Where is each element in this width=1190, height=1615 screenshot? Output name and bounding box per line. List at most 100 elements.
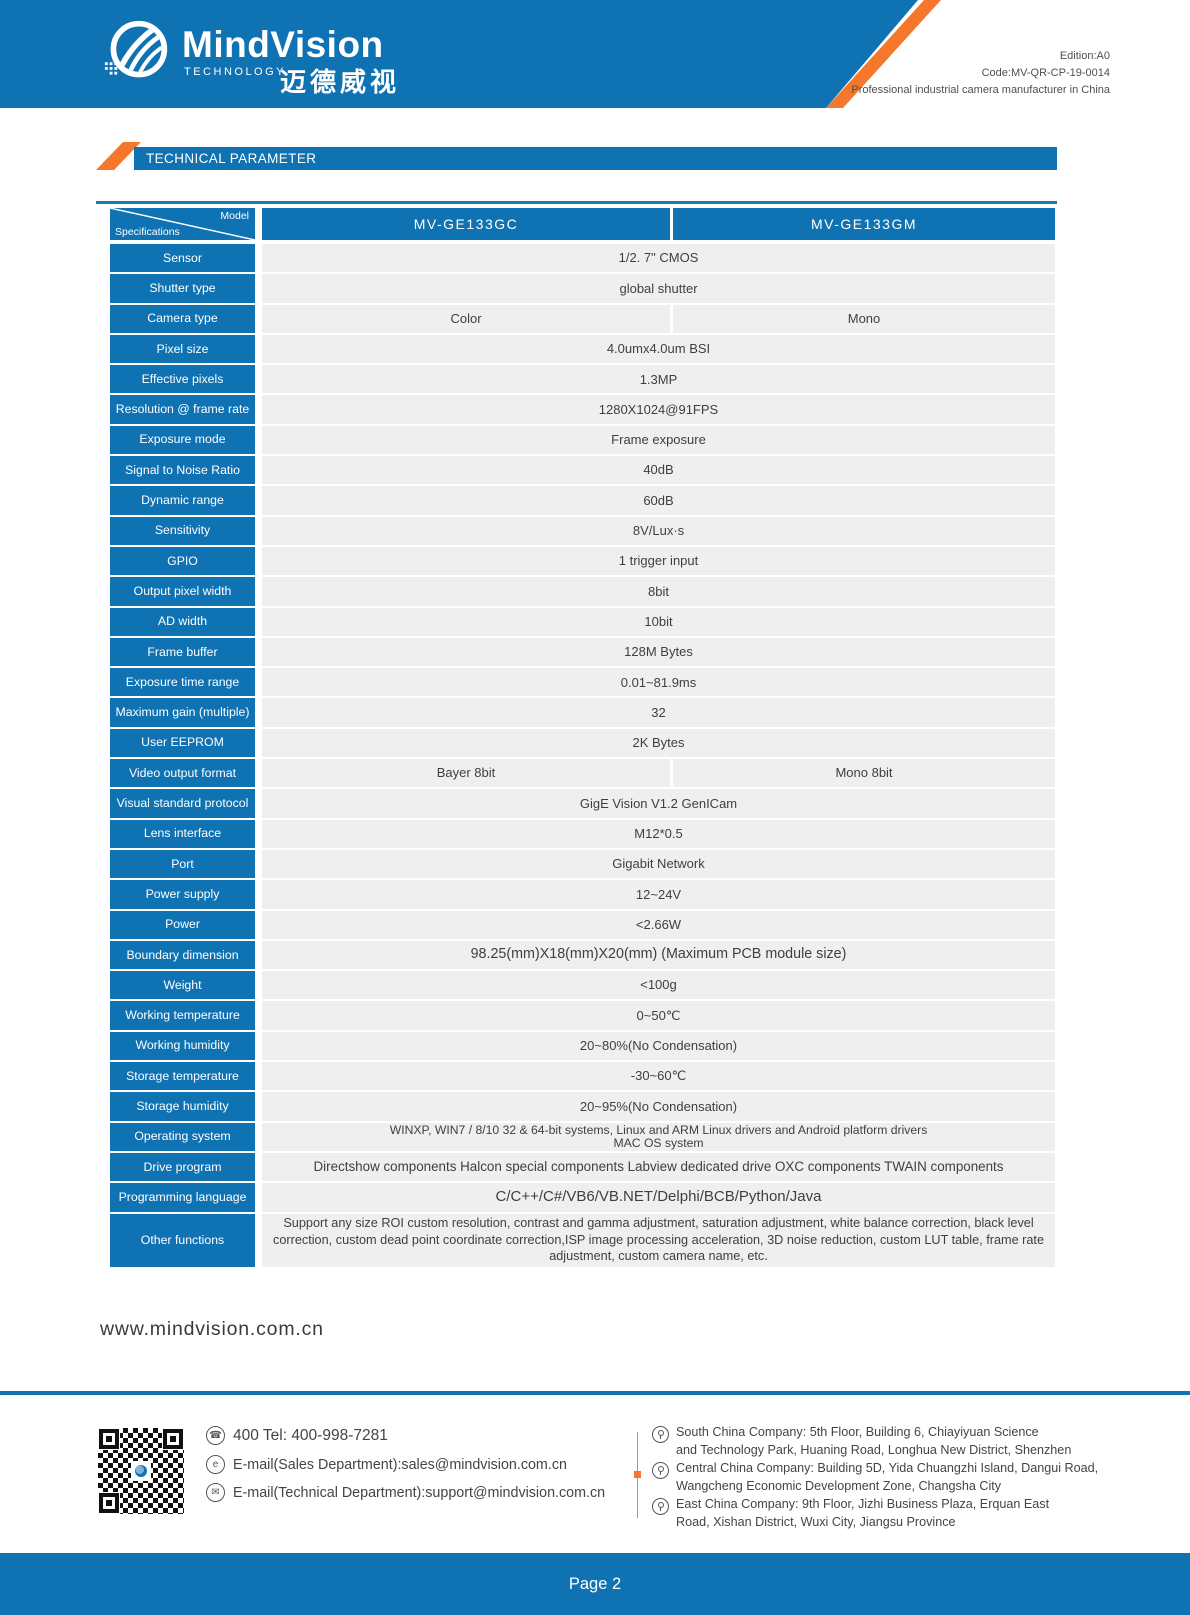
spec-row: Exposure mode Frame exposure <box>110 425 1055 455</box>
section-title: TECHNICAL PARAMETER <box>146 151 317 166</box>
spec-row-label: Port <box>110 849 255 879</box>
corner-cell: Model Specifications <box>110 208 255 240</box>
spec-row-label: Visual standard protocol <box>110 789 255 818</box>
spec-row-label: Operating system <box>110 1122 255 1151</box>
spec-row-value: C/C++/C#/VB6/VB.NET/Delphi/BCB/Python/Ja… <box>262 1183 1055 1212</box>
spec-row-value: 1280X1024@91FPS <box>262 395 1055 424</box>
spec-row: Pixel size 4.0umx4.0um BSI <box>110 334 1055 364</box>
spec-row-value: 1.3MP <box>262 365 1055 394</box>
spec-row-value: 8V/Lux·s <box>262 516 1055 545</box>
spec-row: Camera type Color Mono <box>110 304 1055 333</box>
spec-row: User EEPROM 2K Bytes <box>110 728 1055 758</box>
spec-row: Dynamic range 60dB <box>110 486 1055 515</box>
spec-row-value: 10bit <box>262 607 1055 636</box>
spec-row: Programming language C/C++/C#/VB6/VB.NET… <box>110 1183 1055 1212</box>
qr-finder-icon <box>98 1492 120 1514</box>
spec-row: Video output format Bayer 8bit Mono 8bit <box>110 759 1055 788</box>
spec-row-label: Programming language <box>110 1183 255 1212</box>
section-title-bar: TECHNICAL PARAMETER <box>134 147 1057 170</box>
spec-row-label: Boundary dimension <box>110 940 255 970</box>
spec-row: Power <2.66W <box>110 910 1055 939</box>
spec-row-label: Storage humidity <box>110 1092 255 1121</box>
contact-sales-email-text: E-mail(Sales Department):sales@mindvisio… <box>233 1456 567 1473</box>
spec-row-label: Maximum gain (multiple) <box>110 698 255 727</box>
address-list: South China Company: 5th Floor, Building… <box>652 1424 1112 1532</box>
contact-phone: ☎ 400 Tel: 400-998-7281 <box>206 1426 605 1445</box>
spec-row: Resolution @ frame rate 1280X1024@91FPS <box>110 395 1055 424</box>
address-item: Central China Company: Building 5D, Yida… <box>652 1460 1112 1495</box>
spec-row-value-right: Mono <box>673 304 1055 333</box>
spec-row-label: GPIO <box>110 546 255 576</box>
model-column-header: MV-GE133GM <box>673 208 1055 240</box>
spec-row-label: Exposure time range <box>110 668 255 697</box>
model-column-header: MV-GE133GC <box>262 208 670 240</box>
spec-row-label: Dynamic range <box>110 486 255 515</box>
spec-row-label: AD width <box>110 607 255 636</box>
spec-row: Other functions Support any size ROI cus… <box>110 1213 1055 1267</box>
address-item: South China Company: 5th Floor, Building… <box>652 1424 1112 1459</box>
spec-row-value: 0.01~81.9ms <box>262 668 1055 697</box>
brand-logo-icon <box>104 20 168 78</box>
spec-row-label: Exposure mode <box>110 425 255 455</box>
phone-icon: ☎ <box>206 1426 225 1445</box>
spec-row-value: 0~50℃ <box>262 1001 1055 1030</box>
spec-row-value-left: Bayer 8bit <box>262 759 670 788</box>
location-pin-icon <box>652 1498 669 1515</box>
spec-row-label: Video output format <box>110 759 255 788</box>
brand-subtitle: TECHNOLOGY <box>184 66 287 78</box>
spec-row-value: <2.66W <box>262 910 1055 939</box>
spec-row: Sensor 1/2. 7" CMOS <box>110 244 1055 273</box>
spec-row-label: Resolution @ frame rate <box>110 395 255 424</box>
email-icon: e <box>206 1455 225 1474</box>
qr-center-logo <box>131 1461 151 1481</box>
spec-row-label: User EEPROM <box>110 728 255 758</box>
contact-list: ☎ 400 Tel: 400-998-7281 e E-mail(Sales D… <box>206 1426 605 1511</box>
contact-support-email: ✉ E-mail(Technical Department):support@m… <box>206 1483 605 1502</box>
corner-model-label: Model <box>220 210 249 222</box>
brand-logo: MindVision TECHNOLOGY 迈德威视 <box>104 18 512 98</box>
brand-chinese-name: 迈德威视 <box>280 67 401 97</box>
spec-row-label: Weight <box>110 971 255 1000</box>
spec-row-value: 32 <box>262 698 1055 727</box>
spec-row-label: Sensor <box>110 244 255 273</box>
spec-table: Model Specifications MV-GE133GC MV-GE133… <box>110 208 1055 1269</box>
spec-row-label: Camera type <box>110 304 255 333</box>
spec-row: Working temperature 0~50℃ <box>110 1001 1055 1030</box>
address-text: Central China Company: Building 5D, Yida… <box>676 1461 1099 1493</box>
spec-row: Boundary dimension 98.25(mm)X18(mm)X20(m… <box>110 940 1055 970</box>
spec-row-label: Frame buffer <box>110 637 255 667</box>
spec-row: Working humidity 20~80%(No Condensation) <box>110 1031 1055 1061</box>
spec-row-value: 4.0umx4.0um BSI <box>262 334 1055 364</box>
spec-row-value: Gigabit Network <box>262 849 1055 879</box>
spec-row-label: Power supply <box>110 880 255 909</box>
spec-row: Output pixel width 8bit <box>110 577 1055 606</box>
brand-name: MindVision <box>182 24 384 65</box>
code-text: Code:MV-QR-CP-19-0014 <box>981 67 1110 79</box>
spec-row-value: 40dB <box>262 456 1055 485</box>
contact-support-email-text: E-mail(Technical Department):support@min… <box>233 1484 606 1501</box>
tagline-text: Professional industrial camera manufactu… <box>851 84 1110 96</box>
spec-row-label: Lens interface <box>110 819 255 848</box>
spec-row-value: 1 trigger input <box>262 546 1055 576</box>
contact-phone-text: 400 Tel: 400-998-7281 <box>233 1426 388 1444</box>
page-number: Page 2 <box>568 1575 622 1593</box>
spec-row: Effective pixels 1.3MP <box>110 365 1055 394</box>
spec-row-value: 1/2. 7" CMOS <box>262 244 1055 273</box>
spec-table-header: Model Specifications MV-GE133GC MV-GE133… <box>110 208 1055 240</box>
spec-row-value-right: Mono 8bit <box>673 759 1055 788</box>
spec-row: Maximum gain (multiple) 32 <box>110 698 1055 727</box>
qr-finder-icon <box>98 1428 120 1450</box>
spec-row: Operating system WINXP, WIN7 / 8/10 32 &… <box>110 1122 1055 1151</box>
spec-row-label: Effective pixels <box>110 365 255 394</box>
corner-specifications-label: Specifications <box>115 226 180 238</box>
spec-row: Visual standard protocol GigE Vision V1.… <box>110 789 1055 818</box>
spec-row-value: 128M Bytes <box>262 637 1055 667</box>
address-text: South China Company: 5th Floor, Building… <box>676 1425 1072 1457</box>
spec-row: Lens interface M12*0.5 <box>110 819 1055 848</box>
spec-row-label: Drive program <box>110 1152 255 1182</box>
spec-row-label: Sensitivity <box>110 516 255 545</box>
spec-row: Storage humidity 20~95%(No Condensation) <box>110 1092 1055 1121</box>
spec-row-label: Storage temperature <box>110 1062 255 1091</box>
header-meta: Edition:A0 Code:MV-QR-CP-19-0014 Profess… <box>851 48 1110 99</box>
